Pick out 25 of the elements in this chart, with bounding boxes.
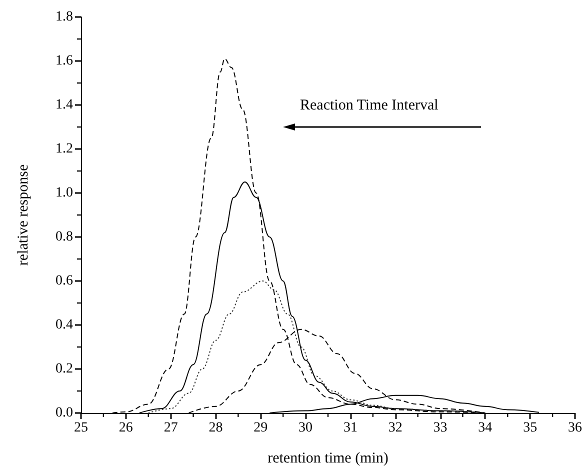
x-tick-label: 29 [254, 420, 268, 436]
y-tick-label: 0.2 [56, 362, 73, 376]
y-tick-label: 1.0 [56, 186, 73, 200]
y-tick-label: 0.8 [56, 230, 73, 244]
x-tick-label: 26 [118, 420, 133, 436]
y-axis-title: relative response [16, 164, 32, 266]
annotation: Reaction Time Interval [300, 98, 438, 114]
x-tick-label: 35 [523, 420, 538, 436]
y-tick-label: 1.2 [56, 142, 73, 156]
x-tick-label: 25 [74, 420, 88, 436]
y-tick-label: 1.4 [56, 98, 73, 112]
x-tick-label: 34 [478, 420, 492, 436]
y-tick-label: 1.6 [56, 54, 73, 68]
x-axis-title: retention time (min) [268, 450, 388, 466]
y-tick-label: 0.6 [56, 274, 73, 288]
x-tick-label: 28 [208, 420, 223, 436]
x-tick-label: 30 [298, 420, 313, 436]
x-tick-label: 31 [343, 420, 358, 436]
x-tick-label: 33 [433, 420, 448, 436]
y-tick-label: 1.8 [56, 10, 73, 24]
y-tick-label: 0.4 [56, 318, 73, 332]
y-tick-label: 0.0 [56, 406, 73, 420]
x-tick-label: 27 [164, 420, 178, 436]
x-tick-label: 32 [388, 420, 402, 436]
x-tick-label: 36 [568, 420, 582, 436]
